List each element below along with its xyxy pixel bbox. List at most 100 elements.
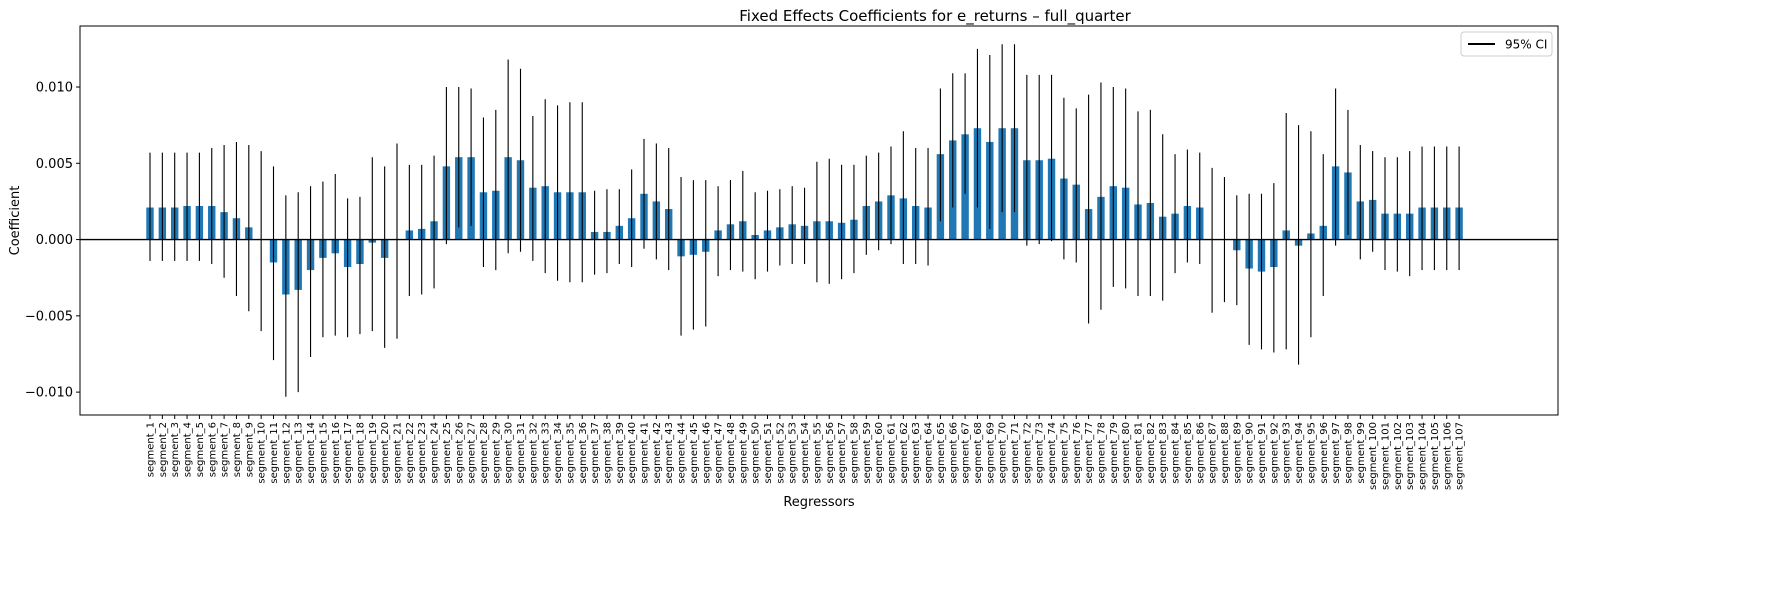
x-tick-label: segment_70: [998, 422, 1009, 484]
x-tick-label: segment_94: [1294, 422, 1305, 484]
x-tick-label: segment_90: [1245, 422, 1256, 484]
x-tick-label: segment_63: [911, 422, 922, 484]
x-tick-label: segment_68: [973, 422, 984, 484]
x-tick-label: segment_100: [1368, 422, 1379, 490]
x-tick-label: segment_48: [726, 422, 737, 484]
x-tick-label: segment_40: [627, 422, 638, 484]
x-tick-label: segment_10: [257, 422, 268, 484]
x-tick-label: segment_21: [393, 422, 404, 484]
x-tick-label: segment_19: [368, 422, 379, 484]
x-tick-label: segment_105: [1430, 422, 1441, 490]
x-tick-label: segment_58: [849, 422, 860, 484]
x-tick-label: segment_65: [936, 422, 947, 484]
x-tick-label: segment_41: [640, 422, 651, 484]
x-tick-label: segment_32: [528, 422, 539, 484]
x-tick-label: segment_16: [331, 422, 342, 484]
x-tick-label: segment_56: [825, 422, 836, 484]
x-tick-label: segment_101: [1381, 422, 1392, 490]
x-tick-label: segment_45: [689, 422, 700, 484]
x-tick-label: segment_27: [467, 422, 478, 484]
x-tick-label: segment_1: [146, 422, 157, 477]
x-tick-label: segment_87: [1208, 422, 1219, 484]
y-tick-label: 0.000: [36, 233, 73, 248]
x-tick-label: segment_73: [1035, 422, 1046, 484]
x-tick-label: segment_7: [220, 422, 231, 477]
x-tick-label: segment_15: [318, 422, 329, 484]
x-tick-label: segment_102: [1393, 422, 1404, 490]
x-tick-label: segment_26: [454, 422, 465, 484]
y-tick-label: 0.010: [36, 81, 73, 96]
x-tick-label: segment_104: [1418, 422, 1429, 490]
x-tick-label: segment_81: [1134, 422, 1145, 484]
x-tick-label: segment_17: [343, 422, 354, 484]
x-tick-label: segment_4: [183, 422, 194, 477]
x-tick-label: segment_54: [800, 422, 811, 484]
x-tick-label: segment_82: [1146, 422, 1157, 484]
x-tick-label: segment_61: [887, 422, 898, 484]
x-tick-label: segment_96: [1319, 422, 1330, 484]
x-tick-label: segment_51: [763, 422, 774, 484]
x-tick-label: segment_31: [516, 422, 527, 484]
x-tick-label: segment_64: [924, 422, 935, 484]
x-tick-label: segment_88: [1220, 422, 1231, 484]
y-tick-label: −0.005: [25, 309, 73, 324]
x-tick-label: segment_3: [170, 422, 181, 477]
x-tick-label: segment_66: [948, 422, 959, 484]
x-tick-label: segment_24: [430, 422, 441, 484]
x-tick-label: segment_33: [541, 422, 552, 484]
x-tick-label: segment_37: [590, 422, 601, 484]
x-tick-label: segment_85: [1183, 422, 1194, 484]
plot-frame: [79, 25, 1559, 416]
x-tick-label: segment_11: [269, 422, 280, 484]
x-tick-label: segment_92: [1269, 422, 1280, 484]
x-tick-label: segment_18: [355, 422, 366, 484]
x-tick-label: segment_22: [405, 422, 416, 484]
x-tick-label: segment_67: [961, 422, 972, 484]
legend-label: 95% CI: [1505, 38, 1547, 52]
x-tick-label: segment_25: [442, 422, 453, 484]
x-tick-label: segment_12: [281, 422, 292, 484]
x-tick-label: segment_49: [738, 422, 749, 484]
x-tick-label: segment_75: [1059, 422, 1070, 484]
x-tick-label: segment_86: [1195, 422, 1206, 484]
x-tick-label: segment_74: [1047, 422, 1058, 484]
chart-title: Fixed Effects Coefficients for e_returns…: [739, 7, 1131, 26]
x-axis-label: Regressors: [783, 495, 855, 510]
x-tick-label: segment_79: [1109, 422, 1120, 484]
x-tick-label: segment_106: [1442, 422, 1453, 490]
x-tick-label: segment_55: [812, 422, 823, 484]
x-tick-label: segment_46: [701, 422, 712, 484]
x-tick-label: segment_59: [862, 422, 873, 484]
x-tick-label: segment_60: [874, 422, 885, 484]
x-tick-label: segment_36: [578, 422, 589, 484]
y-tick-label: −0.010: [25, 386, 73, 401]
x-tick-label: segment_52: [775, 422, 786, 484]
x-tick-label: segment_69: [985, 422, 996, 484]
x-tick-label: segment_72: [1022, 422, 1033, 484]
x-tick-label: segment_50: [751, 422, 762, 484]
x-tick-label: segment_2: [158, 422, 169, 477]
x-tick-label: segment_30: [504, 422, 515, 484]
legend: 95% CI: [1460, 31, 1553, 57]
x-tick-label: segment_39: [615, 422, 626, 484]
x-tick-label: segment_103: [1405, 422, 1416, 490]
x-tick-label: segment_9: [244, 422, 255, 477]
x-tick-label: segment_93: [1282, 422, 1293, 484]
x-tick-label: segment_71: [1010, 422, 1021, 484]
x-tick-label: segment_23: [417, 422, 428, 484]
x-tick-label: segment_84: [1171, 422, 1182, 484]
x-tick-label: segment_78: [1096, 422, 1107, 484]
x-tick-label: segment_8: [232, 422, 243, 477]
x-tick-label: segment_14: [306, 422, 317, 484]
x-tick-label: segment_89: [1232, 422, 1243, 484]
x-tick-label: segment_57: [837, 422, 848, 484]
x-tick-label: segment_83: [1158, 422, 1169, 484]
legend-box: [1460, 31, 1553, 57]
x-tick-label: segment_76: [1072, 422, 1083, 484]
x-tick-label: segment_35: [565, 422, 576, 484]
x-tick-label: segment_20: [380, 422, 391, 484]
x-tick-label: segment_42: [652, 422, 663, 484]
y-tick-label: 0.005: [36, 157, 73, 172]
x-tick-label: segment_47: [714, 422, 725, 484]
